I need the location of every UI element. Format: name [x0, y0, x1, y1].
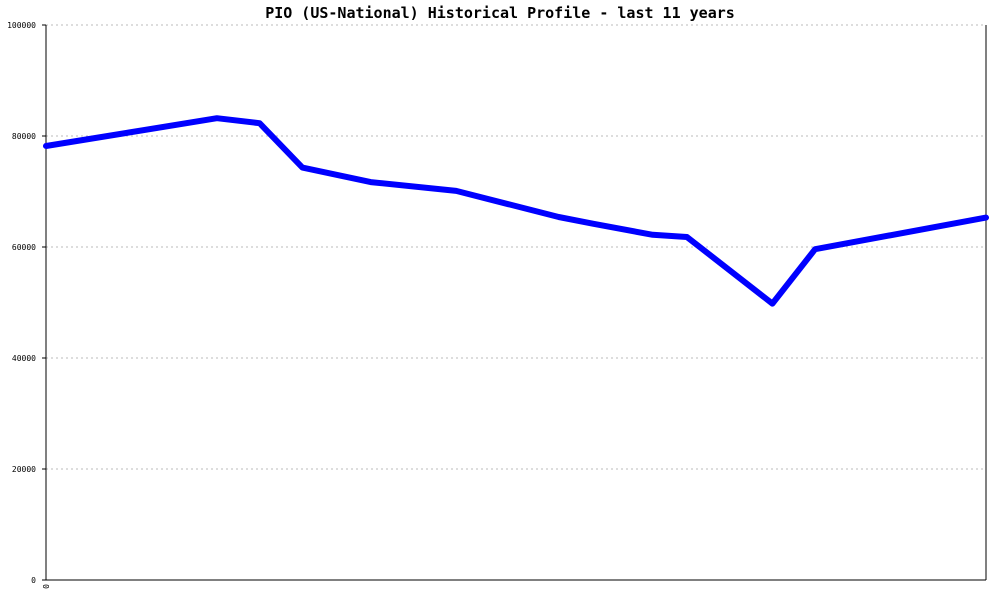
y-tick-label: 0: [31, 576, 36, 585]
label-layer: 0 20000 40000 60000 80000 100000 0: [7, 21, 51, 589]
y-tick-label: 60000: [12, 243, 36, 252]
y-tick-label: 100000: [7, 21, 36, 30]
y-tick-label: 40000: [12, 354, 36, 363]
series-line: [43, 115, 989, 307]
chart-title: PIO (US-National) Historical Profile - l…: [265, 4, 735, 22]
y-tick-label: 20000: [12, 465, 36, 474]
y-tick-label: 80000: [12, 132, 36, 141]
series-layer: [43, 115, 989, 307]
grid-layer: [46, 24, 986, 470]
axis-layer: [42, 24, 987, 581]
x-tick-label: 0: [42, 584, 51, 589]
